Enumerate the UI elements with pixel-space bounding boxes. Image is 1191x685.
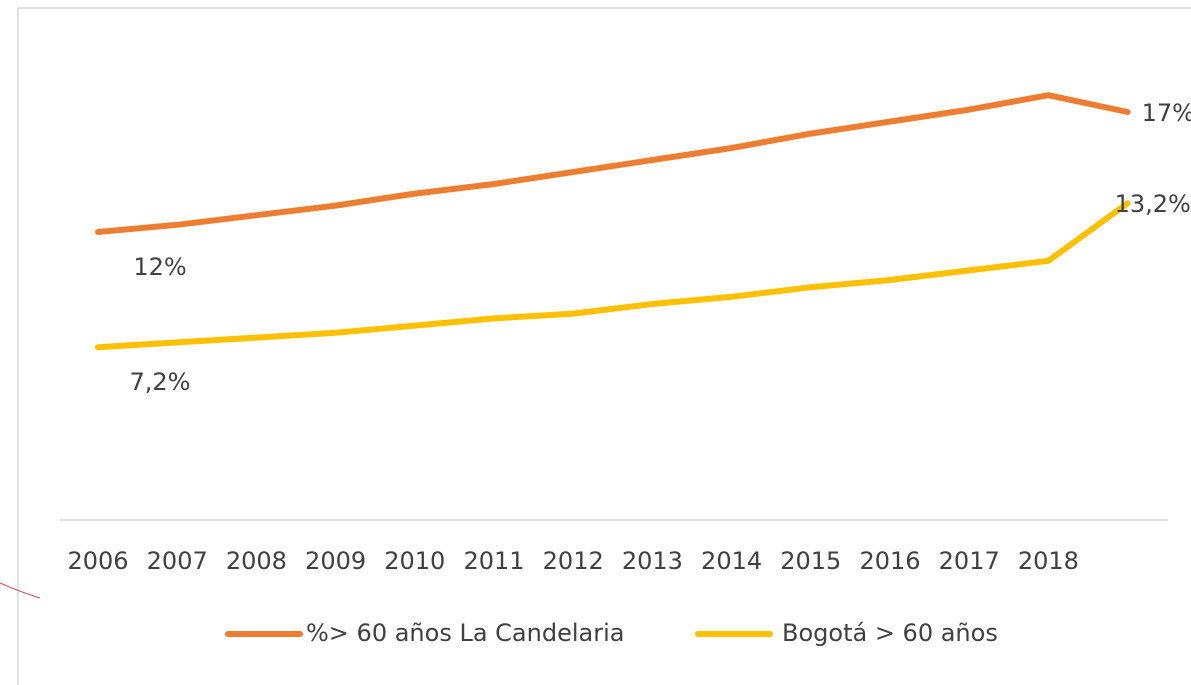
x-tick-label: 2011 bbox=[463, 547, 524, 575]
decoration bbox=[0, 582, 41, 599]
x-tick-label: 2018 bbox=[1018, 547, 1079, 575]
legend-label: %> 60 años La Candelaria bbox=[306, 619, 624, 647]
legend-label: Bogotá > 60 años bbox=[782, 619, 998, 647]
chart-frame bbox=[17, 7, 1191, 685]
data-label: 17% bbox=[1142, 99, 1191, 127]
x-tick-label: 2010 bbox=[384, 547, 445, 575]
x-tick-label: 2007 bbox=[147, 547, 208, 575]
series-line bbox=[95, 92, 1131, 235]
data-label: 12% bbox=[133, 253, 186, 281]
x-tick-label: 2017 bbox=[939, 547, 1000, 575]
series-line bbox=[95, 200, 1131, 351]
data-label: 13,2% bbox=[1115, 190, 1191, 218]
data-label: 7,2% bbox=[130, 368, 191, 396]
x-tick-label: 2008 bbox=[226, 547, 287, 575]
x-tick-label: 2009 bbox=[305, 547, 366, 575]
x-tick-label: 2013 bbox=[622, 547, 683, 575]
x-tick-label: 2014 bbox=[701, 547, 762, 575]
x-tick-label: 2012 bbox=[543, 547, 604, 575]
x-tick-label: 2015 bbox=[780, 547, 841, 575]
x-tick-label: 2006 bbox=[67, 547, 128, 575]
x-tick-label: 2016 bbox=[859, 547, 920, 575]
